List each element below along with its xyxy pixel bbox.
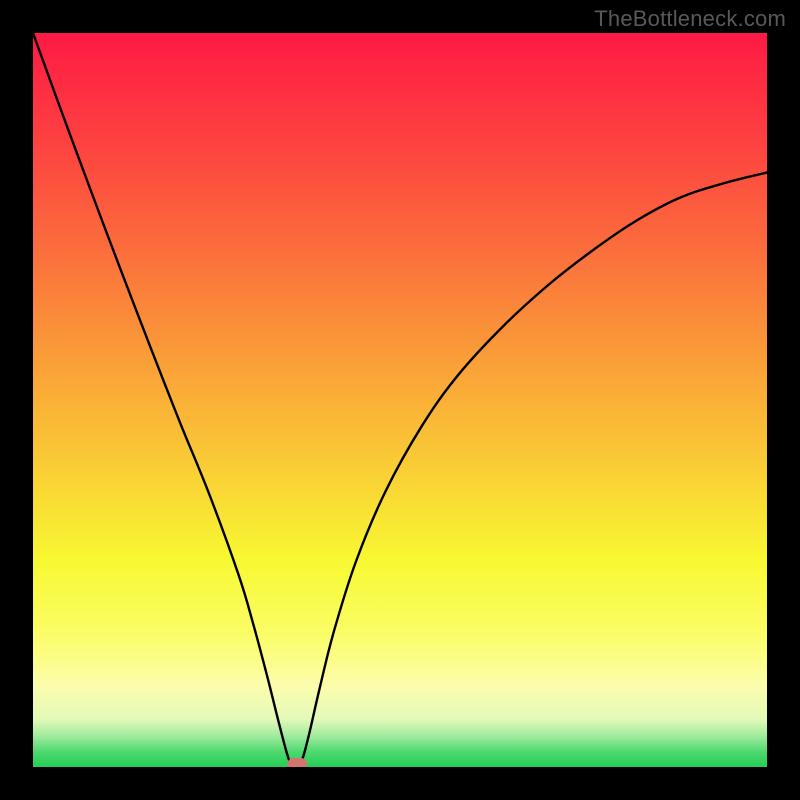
- watermark-text: TheBottleneck.com: [594, 6, 786, 32]
- chart-container: TheBottleneck.com: [0, 0, 800, 800]
- valley-marker: [287, 758, 307, 767]
- bottleneck-chart: [33, 33, 767, 767]
- chart-background: [33, 33, 767, 767]
